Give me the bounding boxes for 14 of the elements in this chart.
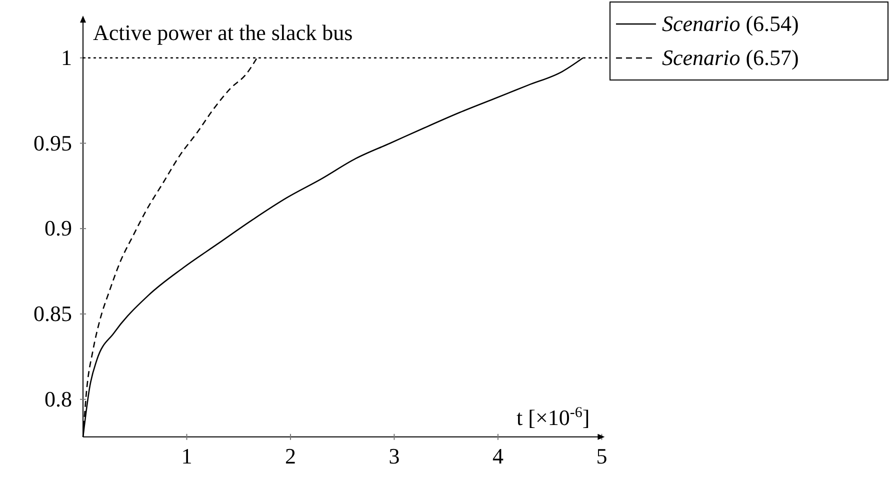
x-tick-label: 5 bbox=[596, 444, 608, 469]
y-tick-label: 0.85 bbox=[34, 301, 72, 326]
x-axis-title: t [×10$^{-6}$] bbox=[516, 404, 590, 430]
legend-label: Scenario (6.57) bbox=[662, 45, 799, 70]
y-tick-label: 0.8 bbox=[44, 386, 72, 412]
x-tick-label: 1 bbox=[181, 444, 192, 469]
chart-title: Active power at the slack bus bbox=[93, 20, 353, 45]
y-tick-label: 0.95 bbox=[34, 130, 72, 156]
y-tick-label: 0.9 bbox=[44, 216, 72, 241]
y-tick-label: 1 bbox=[61, 44, 72, 70]
x-tick-label: 3 bbox=[388, 444, 400, 469]
x-tick-label: 4 bbox=[492, 444, 504, 469]
x-tick-label: 2 bbox=[284, 444, 296, 469]
legend-label: Scenario (6.54) bbox=[662, 11, 799, 36]
